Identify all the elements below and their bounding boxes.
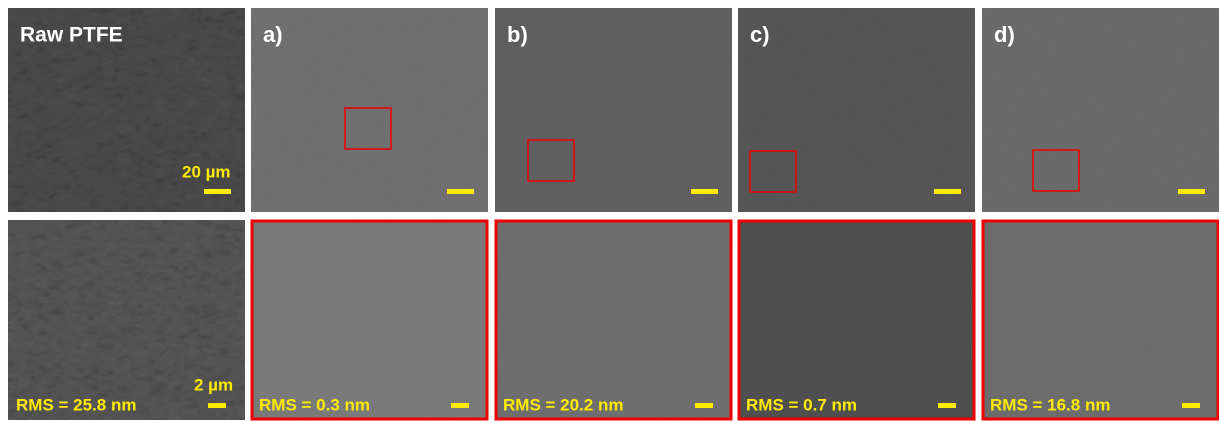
- rms-label: RMS = 0.7 nm: [746, 395, 857, 414]
- rms-label: RMS = 16.8 nm: [990, 395, 1110, 414]
- panel-label: Raw PTFE: [20, 24, 123, 47]
- panel-label: a): [263, 22, 283, 47]
- scale-bar: [1178, 189, 1205, 194]
- micrograph: [738, 220, 975, 420]
- scale-bar: [695, 403, 713, 408]
- micrograph: [495, 220, 732, 420]
- rms-label: RMS = 20.2 nm: [503, 395, 623, 414]
- scale-bar: [938, 403, 956, 408]
- scale-bar: [204, 189, 231, 194]
- scale-bar: [1182, 403, 1200, 408]
- scale-bar: [208, 403, 226, 408]
- scale-label: 20 µm: [182, 162, 231, 181]
- figure: Raw PTFE 20 µm 2 µm RMS = 25.8 nm a) RMS = 0.…: [0, 0, 1219, 422]
- micrograph: [251, 8, 488, 212]
- micrograph: [982, 220, 1219, 420]
- panel-label: b): [507, 22, 528, 47]
- scale-bar: [447, 189, 474, 194]
- scale-bar: [934, 189, 961, 194]
- scale-label: 2 µm: [194, 375, 233, 394]
- scale-bar: [451, 403, 469, 408]
- rms-label: RMS = 0.3 nm: [259, 395, 370, 414]
- micrograph: [982, 8, 1219, 212]
- scale-bar: [691, 189, 718, 194]
- micrograph: [251, 220, 488, 420]
- micrograph: [738, 8, 975, 212]
- panel-label: c): [750, 22, 770, 47]
- rms-label: RMS = 25.8 nm: [16, 395, 136, 414]
- panel-label: d): [994, 22, 1015, 47]
